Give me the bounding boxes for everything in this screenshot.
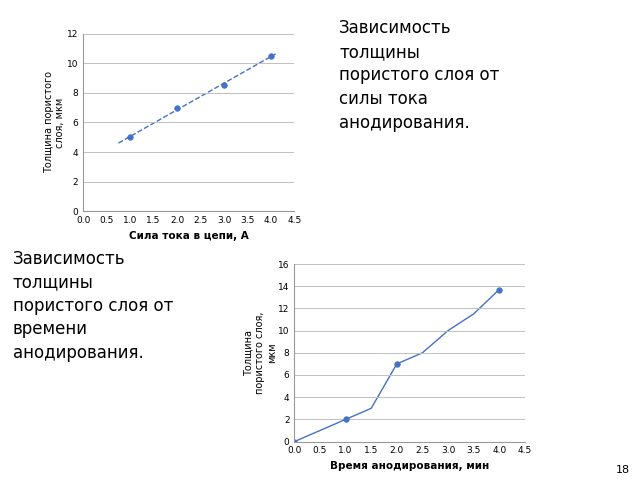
- Y-axis label: Толщина
пористого слоя,
мкм: Толщина пористого слоя, мкм: [243, 312, 276, 394]
- Text: 18: 18: [616, 465, 630, 475]
- Text: Зависимость
толщины
пористого слоя от
времени
анодирования.: Зависимость толщины пористого слоя от вр…: [13, 250, 173, 362]
- X-axis label: Время анодирования, мин: Время анодирования, мин: [330, 461, 489, 471]
- Text: Зависимость
толщины
пористого слоя от
силы тока
анодирования.: Зависимость толщины пористого слоя от си…: [339, 19, 500, 132]
- Y-axis label: Толщина пористого
слоя, мкм: Толщина пористого слоя, мкм: [44, 72, 65, 173]
- X-axis label: Сила тока в цепи, А: Сила тока в цепи, А: [129, 230, 249, 240]
